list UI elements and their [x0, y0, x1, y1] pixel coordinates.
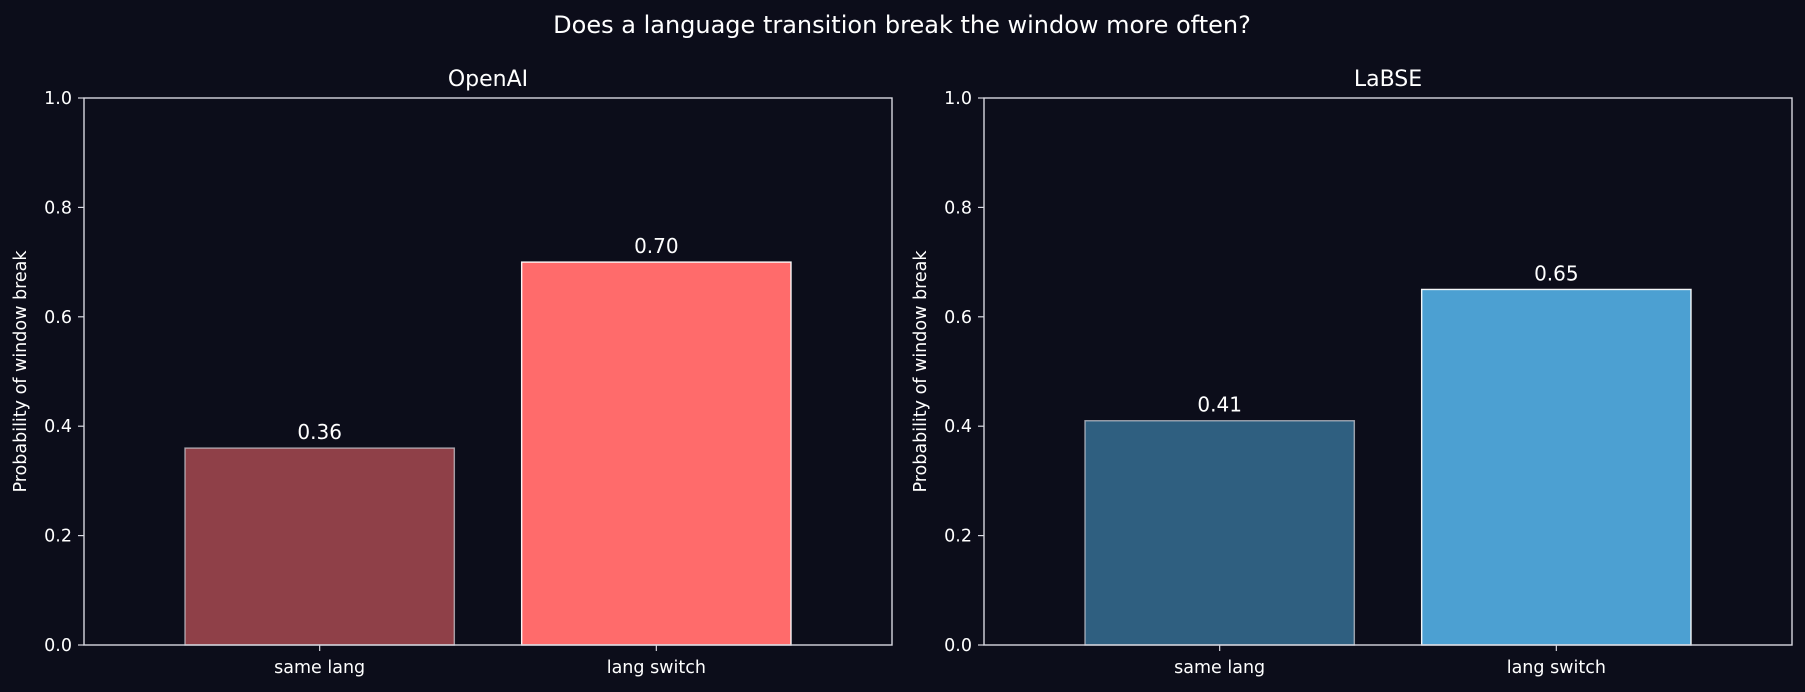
- figure-title: Does a language transition break the win…: [553, 11, 1251, 39]
- panel-1-ytick-label-4: 0.6: [44, 308, 72, 328]
- panel-1-ytick-label-2: 0.2: [44, 527, 72, 547]
- panel-2-xtick-label-2: lang switch: [1507, 658, 1606, 678]
- panel-1-axes-frame: [83, 97, 893, 646]
- panel-2-value-label-1: 0.41: [1197, 393, 1242, 417]
- panel-2-bar-1: [1084, 420, 1356, 646]
- panel-2-xtick-label-1: same lang: [1174, 658, 1265, 678]
- panel-1-xtick-label-2: lang switch: [607, 658, 706, 678]
- panel-2-value-label-2: 0.65: [1534, 261, 1579, 285]
- panel-1-value-label-1: 0.36: [297, 420, 342, 444]
- panel-2-ytick-label-4: 0.6: [944, 308, 972, 328]
- panel-1-ytick-label-6: 1.0: [44, 89, 72, 109]
- panel-1-y-axis-label: Probability of window break: [11, 250, 31, 493]
- panel-2-ytick-label-6: 1.0: [944, 89, 972, 109]
- panel-1-value-label-2: 0.70: [634, 234, 679, 258]
- panel-2-y-axis-label: Probability of window break: [911, 250, 931, 493]
- panel-1-ytick-label-1: 0.0: [44, 636, 72, 656]
- panel-2-ytick-label-3: 0.4: [944, 417, 972, 437]
- panel-2-ytick-label-1: 0.0: [944, 636, 972, 656]
- panel-2-axes-frame: [983, 97, 1793, 646]
- panel-1-bar-1: [184, 447, 456, 646]
- panel-2-ytick-label-5: 0.8: [944, 198, 972, 218]
- panel-1-ytick-label-3: 0.4: [44, 417, 72, 437]
- panel-1-ytick-label-5: 0.8: [44, 198, 72, 218]
- panel-1-xtick-label-1: same lang: [274, 658, 365, 678]
- panel-1-title: OpenAI: [448, 67, 528, 92]
- panel-2-bar-2: [1420, 288, 1692, 646]
- panel-2-title: LaBSE: [1354, 67, 1422, 92]
- panel-1-bar-2: [520, 261, 792, 646]
- panel-2-ytick-label-2: 0.2: [944, 527, 972, 547]
